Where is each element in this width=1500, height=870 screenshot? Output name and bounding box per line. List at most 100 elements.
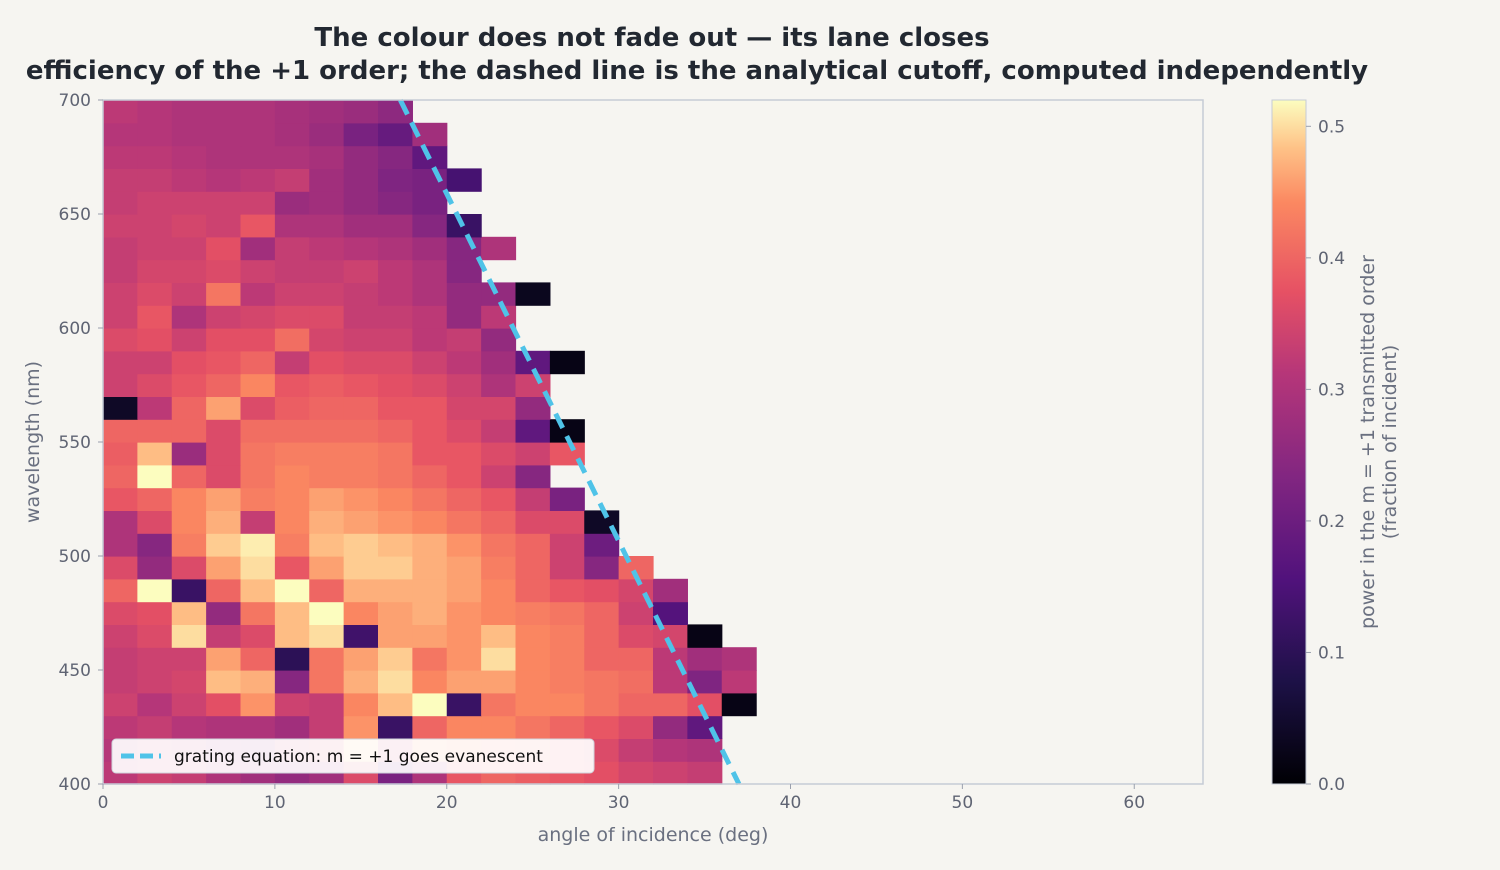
- heatmap-cell: [446, 373, 482, 397]
- heatmap-cell: [378, 236, 413, 261]
- heatmap-cell: [309, 670, 345, 694]
- heatmap-cell: [515, 556, 551, 580]
- heatmap-cell: [240, 464, 276, 489]
- heatmap-cell: [240, 350, 276, 375]
- heatmap-cell: [618, 692, 654, 717]
- heatmap-cell: [274, 692, 310, 717]
- heatmap-cell: [653, 715, 688, 739]
- heatmap-cell: [515, 670, 551, 694]
- heatmap-cell: [171, 236, 207, 261]
- heatmap-cell: [274, 259, 310, 283]
- heatmap-cell: [240, 259, 276, 283]
- heatmap-cell: [309, 373, 345, 397]
- heatmap-cell: [274, 305, 310, 329]
- heatmap-cell: [446, 670, 482, 694]
- heatmap-cell: [549, 510, 585, 534]
- heatmap-cell: [274, 556, 310, 580]
- heatmap-cell: [240, 396, 276, 420]
- heatmap-cell: [412, 396, 448, 420]
- heatmap-cell: [515, 692, 551, 717]
- heatmap-cell: [137, 533, 173, 557]
- heatmap-cell: [378, 715, 413, 739]
- heatmap-cell: [103, 373, 138, 397]
- heatmap-cell: [653, 601, 688, 625]
- heatmap-cell: [206, 692, 242, 717]
- heatmap-cell: [309, 305, 345, 329]
- heatmap-cell: [274, 214, 310, 238]
- heatmap-cell: [137, 328, 173, 352]
- heatmap-cell: [412, 647, 448, 671]
- heatmap-cell: [137, 692, 173, 717]
- heatmap-cell: [343, 670, 379, 694]
- heatmap-cell: [137, 556, 173, 580]
- heatmap-cell: [481, 670, 517, 694]
- heatmap-cell: [137, 100, 173, 124]
- heatmap-cell: [378, 556, 413, 580]
- heatmap-cell: [378, 191, 413, 215]
- heatmap-cell: [378, 670, 413, 694]
- heatmap-cell: [653, 578, 688, 603]
- heatmap-cell: [549, 556, 585, 580]
- heatmap-cell: [206, 442, 242, 466]
- heatmap-cell: [171, 419, 207, 443]
- heatmap-cell: [206, 624, 242, 648]
- heatmap-cell: [515, 601, 551, 625]
- heatmap-cell: [240, 510, 276, 534]
- heatmap-cell: [687, 647, 723, 671]
- heatmap-cell: [378, 601, 413, 625]
- heatmap-cell: [240, 624, 276, 648]
- heatmap-cell: [240, 236, 276, 261]
- heatmap-cell: [412, 510, 448, 534]
- heatmap-cell: [274, 442, 310, 466]
- heatmap-cell: [137, 578, 173, 603]
- heatmap-cell: [309, 350, 345, 375]
- tick-label: 400: [59, 775, 91, 795]
- heatmap-cell: [171, 715, 207, 739]
- cutoff-line: [398, 98, 742, 786]
- heatmap-cell: [309, 259, 345, 283]
- heatmap-cell: [103, 487, 138, 511]
- heatmap-cell: [274, 168, 310, 192]
- heatmap-cell: [274, 350, 310, 375]
- heatmap-cell: [137, 191, 173, 215]
- colorbar-label-units: (fraction of incident): [1379, 345, 1401, 540]
- heatmap-cell: [103, 533, 138, 557]
- heatmap-cell: [481, 373, 517, 397]
- tick-label: 0: [98, 793, 109, 813]
- heatmap-cell: [412, 556, 448, 580]
- heatmap-cell: [240, 715, 276, 739]
- heatmap-cell: [412, 350, 448, 375]
- heatmap-cell: [481, 350, 517, 375]
- heatmap-cell: [549, 350, 585, 375]
- heatmap-cell: [343, 305, 379, 329]
- heatmap-cell: [618, 761, 654, 785]
- heatmap-cell: [103, 100, 138, 124]
- heatmap-cell: [653, 670, 688, 694]
- heatmap-cell: [240, 556, 276, 580]
- heatmap-cell: [240, 328, 276, 352]
- heatmap-cell: [206, 122, 242, 147]
- heatmap-cell: [137, 259, 173, 283]
- heatmap-cell: [171, 487, 207, 511]
- heatmap-cell: [274, 464, 310, 489]
- heatmap-cell: [446, 487, 482, 511]
- heatmap-cell: [446, 692, 482, 717]
- heatmap-cell: [412, 305, 448, 329]
- heatmap-cell: [446, 578, 482, 603]
- heatmap-cell: [171, 533, 207, 557]
- heatmap-cell: [206, 214, 242, 238]
- heatmap-cell: [618, 715, 654, 739]
- heatmap-cell: [137, 145, 173, 169]
- heatmap-cell: [653, 692, 688, 717]
- tick-label: 550: [59, 433, 91, 453]
- heatmap-cell: [687, 738, 723, 762]
- heatmap-cell: [378, 168, 413, 192]
- heatmap-cell: [412, 487, 448, 511]
- heatmap-cell: [206, 396, 242, 420]
- tick-label: 30: [608, 793, 630, 813]
- heatmap-cell: [103, 419, 138, 443]
- heatmap-cell: [103, 601, 138, 625]
- heatmap-cell: [412, 191, 448, 215]
- heatmap-cell: [309, 168, 345, 192]
- heatmap-cell: [206, 328, 242, 352]
